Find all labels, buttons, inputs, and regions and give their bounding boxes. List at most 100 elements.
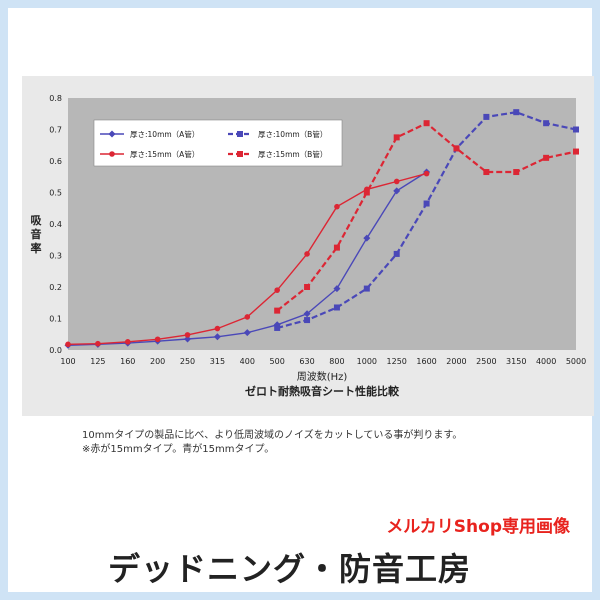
series-4 <box>274 120 579 314</box>
data-point <box>333 244 340 251</box>
legend-swatch-marker <box>237 131 243 137</box>
image-frame: 0.0 0.1 0.2 0.3 0.4 0.5 0.6 0.7 0.8 100 125 160 200… <box>8 8 594 592</box>
data-point <box>363 285 370 292</box>
x-tick-label: 630 <box>299 357 314 366</box>
x-tick-label: 3150 <box>506 357 526 366</box>
x-tick-label: 2500 <box>476 357 496 366</box>
absorption-chart: 0.0 0.1 0.2 0.3 0.4 0.5 0.6 0.7 0.8 100 125 160 200… <box>31 94 587 398</box>
y-axis-label-char: 率 <box>31 241 42 255</box>
y-axis: 0.0 0.1 0.2 0.3 0.4 0.5 0.6 0.7 0.8 <box>49 94 62 355</box>
data-point <box>543 154 550 161</box>
legend-swatch-marker <box>108 130 116 138</box>
data-point <box>453 145 460 152</box>
data-point <box>393 187 401 195</box>
x-tick-label: 160 <box>120 357 135 366</box>
data-point <box>213 333 221 341</box>
legend-item-4: 厚さ:15mm（B管） <box>228 149 327 159</box>
y-axis-label-char: 吸 <box>31 214 43 227</box>
data-point <box>243 329 251 337</box>
y-tick-label: 0.3 <box>49 252 62 261</box>
series-2 <box>274 109 579 331</box>
data-point <box>274 324 281 331</box>
x-tick-label: 1250 <box>387 357 407 366</box>
y-tick-label: 0.8 <box>49 94 62 103</box>
data-point <box>154 336 161 343</box>
legend-label: 厚さ:10mm（B管） <box>258 129 327 139</box>
y-tick-label: 0.5 <box>49 189 62 198</box>
data-point <box>393 134 400 141</box>
data-point <box>363 234 371 242</box>
data-point <box>184 332 191 338</box>
note-line-2: ※赤が15mmタイプ。青が15mmタイプ。 <box>82 444 275 455</box>
series-3 <box>65 170 430 348</box>
legend: 厚さ:10mm（A管） 厚さ:10mm（B管） 厚さ:15mm（A管） 厚さ:15mm… <box>93 119 343 167</box>
data-point <box>363 189 370 196</box>
data-point <box>393 178 400 185</box>
y-tick-label: 0.1 <box>49 315 62 324</box>
data-point <box>274 287 280 293</box>
data-point <box>513 169 520 176</box>
legend-item-3: 厚さ:15mm（A管） <box>100 149 199 159</box>
y-tick-label: 0.6 <box>49 157 62 166</box>
x-tick-label: 315 <box>210 357 225 366</box>
data-point <box>573 126 579 133</box>
y-axis-label: 吸音率 <box>31 214 43 255</box>
data-point <box>95 340 101 347</box>
legend-label: 厚さ:15mm（B管） <box>258 149 327 159</box>
legend-label: 厚さ:15mm（A管） <box>130 149 199 159</box>
data-point <box>244 314 251 320</box>
legend-swatch-marker <box>109 151 115 157</box>
brand-label: デッドニング・防音工房 <box>108 550 472 588</box>
y-axis-label-char: 音 <box>31 227 42 241</box>
y-tick-label: 0.7 <box>49 126 62 135</box>
x-tick-label: 125 <box>90 357 105 366</box>
x-tick-label: 2000 <box>446 357 466 366</box>
x-tick-label: 200 <box>150 357 165 366</box>
shop-label: メルカリShop専用画像 <box>386 517 570 537</box>
data-point <box>304 317 311 324</box>
data-point <box>304 251 310 257</box>
data-point <box>423 200 430 207</box>
x-tick-label: 100 <box>60 357 75 366</box>
x-tick-label: 400 <box>240 357 255 366</box>
x-tick-label: 250 <box>180 357 195 366</box>
legend-label: 厚さ:10mm（A管） <box>130 129 199 139</box>
x-tick-label: 4000 <box>536 357 556 366</box>
data-point <box>543 120 550 127</box>
note-line-1: 10mmタイプの製品に比べ、より低周波域のノイズをカットしている事が判ります。 <box>82 430 463 441</box>
data-point <box>214 325 221 332</box>
data-point <box>483 169 490 176</box>
data-point <box>303 310 311 318</box>
data-point <box>304 284 311 290</box>
data-point <box>483 113 490 120</box>
chart-panel: 0.0 0.1 0.2 0.3 0.4 0.5 0.6 0.7 0.8 100 125 160 200… <box>22 76 594 416</box>
data-point <box>184 335 192 343</box>
legend-swatch-marker <box>237 151 243 157</box>
y-tick-label: 0.0 <box>49 346 62 355</box>
y-tick-label: 0.4 <box>49 220 62 229</box>
data-point <box>573 148 579 155</box>
data-point <box>333 304 340 311</box>
data-point <box>423 170 430 177</box>
data-point <box>274 307 281 314</box>
data-point <box>124 339 131 345</box>
x-tick-label: 1600 <box>416 357 436 366</box>
series-layer <box>64 109 579 349</box>
x-tick-label: 5000 <box>566 357 586 366</box>
data-point <box>513 109 520 116</box>
data-point <box>393 250 400 257</box>
legend-item-1: 厚さ:10mm（A管） <box>100 129 199 139</box>
data-point <box>333 285 341 293</box>
x-axis-label: 周波数(Hz) <box>297 370 348 383</box>
data-point <box>334 203 340 210</box>
x-axis: 100 125 160 200 250 315 400 500 630 800 1000 1250 16… <box>60 357 586 366</box>
legend-item-2: 厚さ:10mm（B管） <box>228 129 327 139</box>
x-tick-label: 800 <box>329 357 344 366</box>
y-tick-label: 0.2 <box>49 283 62 292</box>
x-tick-label: 500 <box>270 357 285 366</box>
legend-box <box>93 119 343 167</box>
x-tick-label: 1000 <box>357 357 377 366</box>
data-point <box>65 341 71 348</box>
chart-title: ゼロト耐熱吸音シート性能比較 <box>245 384 400 398</box>
data-point <box>423 120 430 127</box>
